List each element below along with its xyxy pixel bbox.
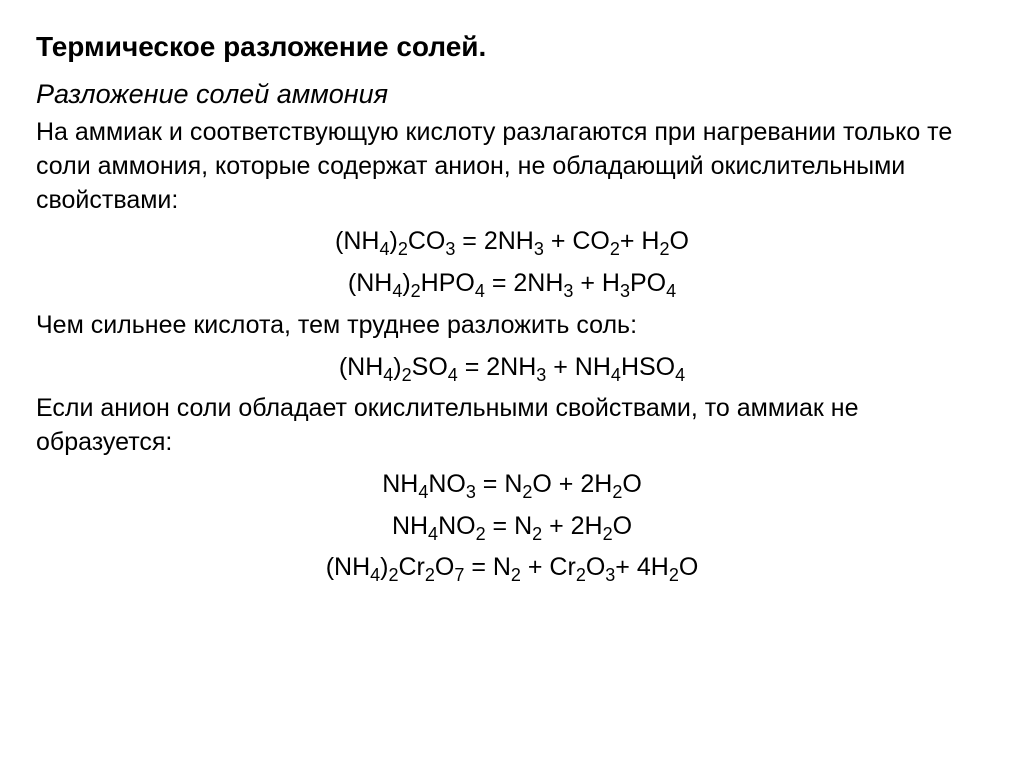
equation-5: NH4NO2 = N2 + 2H2O bbox=[36, 510, 988, 544]
page-title: Термическое разложение солей. bbox=[36, 28, 988, 66]
equation-1: (NH4)2CO3 = 2NH3 + CO2+ H2O bbox=[36, 225, 988, 259]
paragraph-2: Чем сильнее кислота, тем труднее разложи… bbox=[36, 309, 988, 343]
equation-6: (NH4)2Cr2O7 = N2 + Cr2O3+ 4H2O bbox=[36, 551, 988, 585]
paragraph-1: На аммиак и соответствующую кислоту разл… bbox=[36, 116, 988, 217]
equation-4: NH4NO3 = N2O + 2H2O bbox=[36, 468, 988, 502]
paragraph-3: Если анион соли обладает окислительными … bbox=[36, 392, 988, 460]
equation-3: (NH4)2SO4 = 2NH3 + NH4HSO4 bbox=[36, 351, 988, 385]
equation-2: (NH4)2HPO4 = 2NH3 + H3PO4 bbox=[36, 267, 988, 301]
section-subtitle: Разложение солей аммония bbox=[36, 76, 988, 112]
